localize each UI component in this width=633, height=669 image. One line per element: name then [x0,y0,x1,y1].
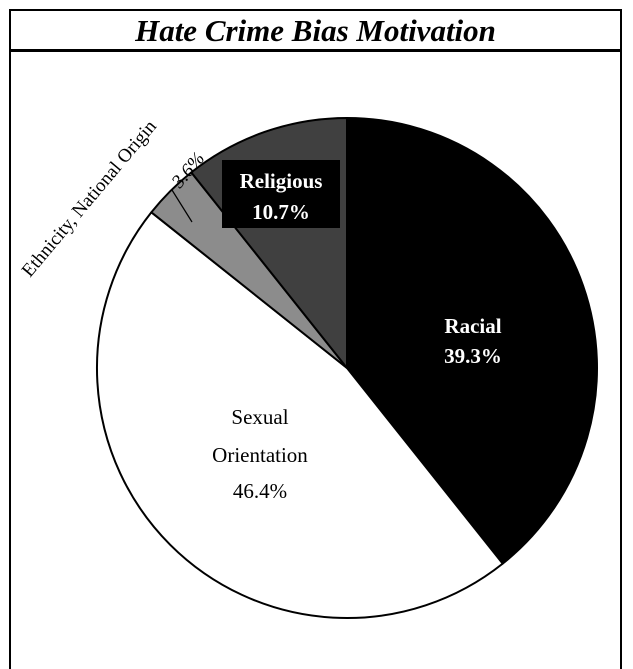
title-divider [11,49,620,52]
slice-label-sexual-orientation-line2: Orientation [212,443,308,467]
religious-label-box [222,160,340,228]
slice-value-religious: 10.7% [252,200,310,224]
pie-slice-sexual-orientation [95,211,504,620]
chart-title: Hate Crime Bias Motivation [135,13,496,48]
pie-slice-racial [346,117,599,565]
slice-label-religious: Religious [240,169,323,193]
slice-value-sexual-orientation: 46.4% [233,479,287,503]
chart-frame [9,9,622,669]
slice-value-racial: 39.3% [444,344,502,368]
ethnicity-leader-line [171,189,193,223]
slice-label-sexual-orientation-line1: Sexual [231,405,288,429]
slice-label-racial: Racial [444,314,501,338]
